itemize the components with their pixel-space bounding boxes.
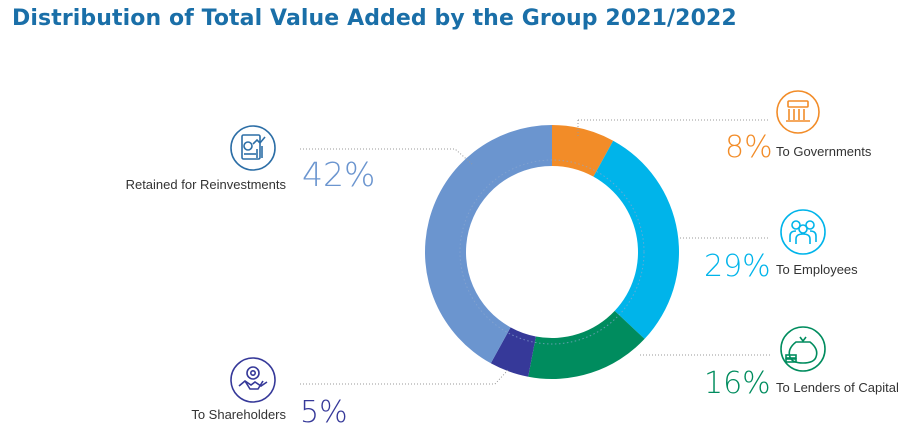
label-lenders: To Lenders of Capital bbox=[776, 380, 899, 395]
handshake-gear-icon bbox=[230, 357, 276, 403]
employees-group-icon bbox=[780, 209, 826, 255]
slice-retained-for-reinvestments bbox=[424, 125, 552, 364]
label-governments: To Governments bbox=[776, 144, 872, 159]
slice-to-governments bbox=[552, 125, 614, 177]
slice-to-lenders-of-capital bbox=[528, 310, 645, 379]
value-lenders: 16% bbox=[704, 366, 771, 401]
slice-to-employees bbox=[593, 140, 680, 339]
leader-line-reinvestments bbox=[300, 148, 473, 165]
value-employees: 29% bbox=[704, 249, 771, 284]
money-bag-icon bbox=[780, 326, 826, 372]
inner-dotted-ring bbox=[459, 159, 645, 345]
label-reinvestments: Retained for Reinvestments bbox=[126, 177, 287, 192]
value-governments: 8% bbox=[725, 130, 773, 165]
chart-title: Distribution of Total Value Added by the… bbox=[12, 6, 737, 31]
label-shareholders: To Shareholders bbox=[191, 407, 286, 422]
leader-line-shareholders bbox=[300, 369, 509, 385]
value-reinvestments: 42% bbox=[302, 155, 375, 194]
financial-report-icon bbox=[230, 125, 276, 171]
label-employees: To Employees bbox=[776, 262, 858, 277]
value-shareholders: 5% bbox=[300, 395, 348, 430]
government-building-icon bbox=[776, 90, 820, 134]
donut-slices bbox=[424, 125, 680, 379]
